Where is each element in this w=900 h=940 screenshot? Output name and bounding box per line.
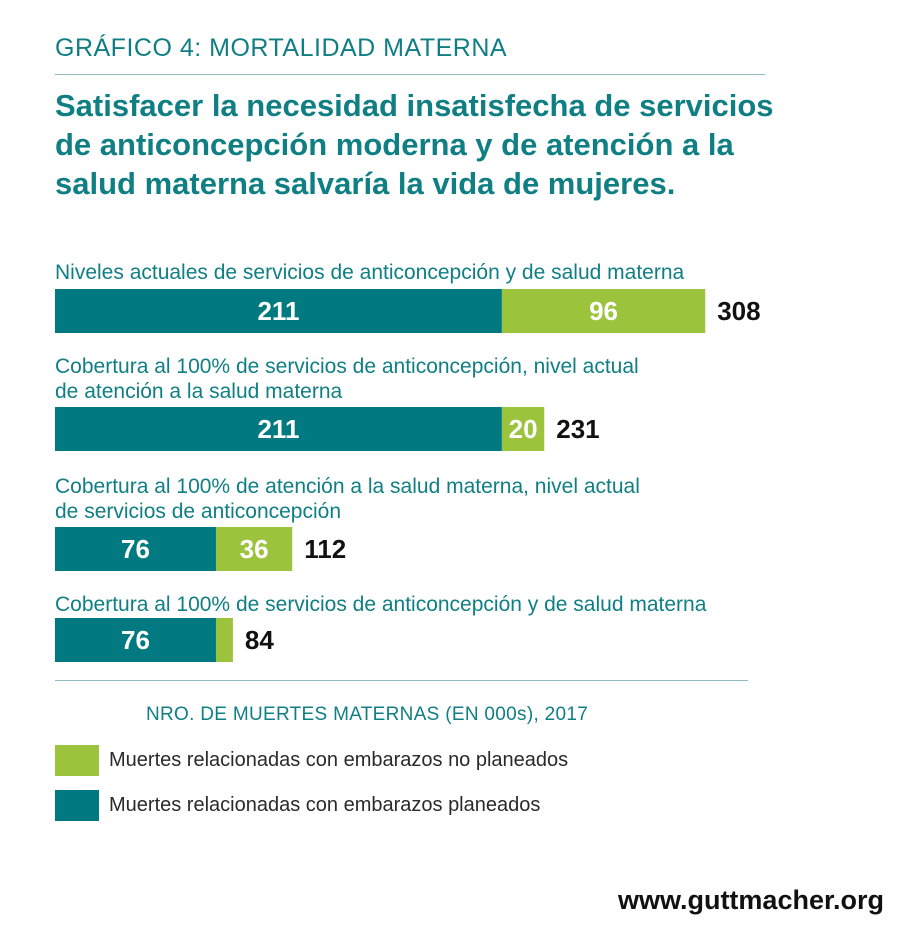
footer-url: www.guttmacher.org — [617, 885, 884, 915]
chart-kicker: GRÁFICO 4: MORTALIDAD MATERNA — [55, 34, 508, 62]
legend-item-planned: Muertes relacionadas con embarazos plane… — [55, 789, 568, 821]
segment-value-label-1-unplanned: 96 — [589, 296, 618, 326]
bar-segment-2-planned — [55, 407, 502, 451]
bottom-divider — [55, 680, 748, 681]
legend-label-unplanned: Muertes relacionadas con embarazos no pl… — [109, 748, 569, 771]
bar-total-label-3: 112 — [304, 534, 346, 564]
category-label-2: Cobertura al 100% de servicios de antico… — [55, 355, 639, 403]
legend-swatch-planned — [55, 789, 99, 821]
legend: Muertes relacionadas con embarazos no pl… — [55, 744, 568, 834]
category-label-3: Cobertura al 100% de atención a la salud… — [55, 475, 640, 523]
bar-total-label-1: 308 — [717, 296, 760, 326]
bar-segment-3-unplanned — [215, 527, 293, 571]
segment-value-label-4-planned: 76 — [121, 625, 150, 655]
segment-value-label-2-planned: 211 — [257, 414, 299, 444]
category-label-4: Cobertura al 100% de servicios de antico… — [55, 593, 707, 616]
segment-value-label-3-planned: 76 — [121, 534, 150, 564]
bar-segment-1-planned — [55, 289, 502, 333]
segment-value-label-2-unplanned: 20 — [509, 414, 538, 444]
legend-item-unplanned: Muertes relacionadas con embarazos no pl… — [55, 744, 568, 776]
bar-segment-1-unplanned — [501, 289, 706, 333]
top-divider — [55, 74, 765, 75]
segment-value-label-1-planned: 211 — [257, 296, 299, 326]
bar-total-label-4: 84 — [245, 625, 274, 655]
category-label-1: Niveles actuales de servicios de anticon… — [55, 261, 685, 284]
legend-label-planned: Muertes relacionadas con embarazos plane… — [109, 793, 541, 816]
bar-segment-3-planned — [55, 527, 216, 571]
segment-value-label-3-unplanned: 36 — [240, 534, 269, 564]
legend-swatch-unplanned — [55, 744, 99, 776]
stacked-bar-chart: 211 96 308 211 20 231 76 36 112 76 84 — [55, 289, 761, 662]
bar-segment-4-unplanned — [215, 618, 233, 662]
chart-title: Satisfacer la necesidad insatisfecha de … — [55, 88, 774, 201]
bar-total-label-2: 231 — [556, 414, 599, 444]
bar-segment-2-unplanned — [501, 407, 545, 451]
x-axis-label: NRO. DE MUERTES MATERNAS (EN 000s), 2017 — [146, 704, 589, 725]
bar-segment-4-planned — [55, 618, 216, 662]
